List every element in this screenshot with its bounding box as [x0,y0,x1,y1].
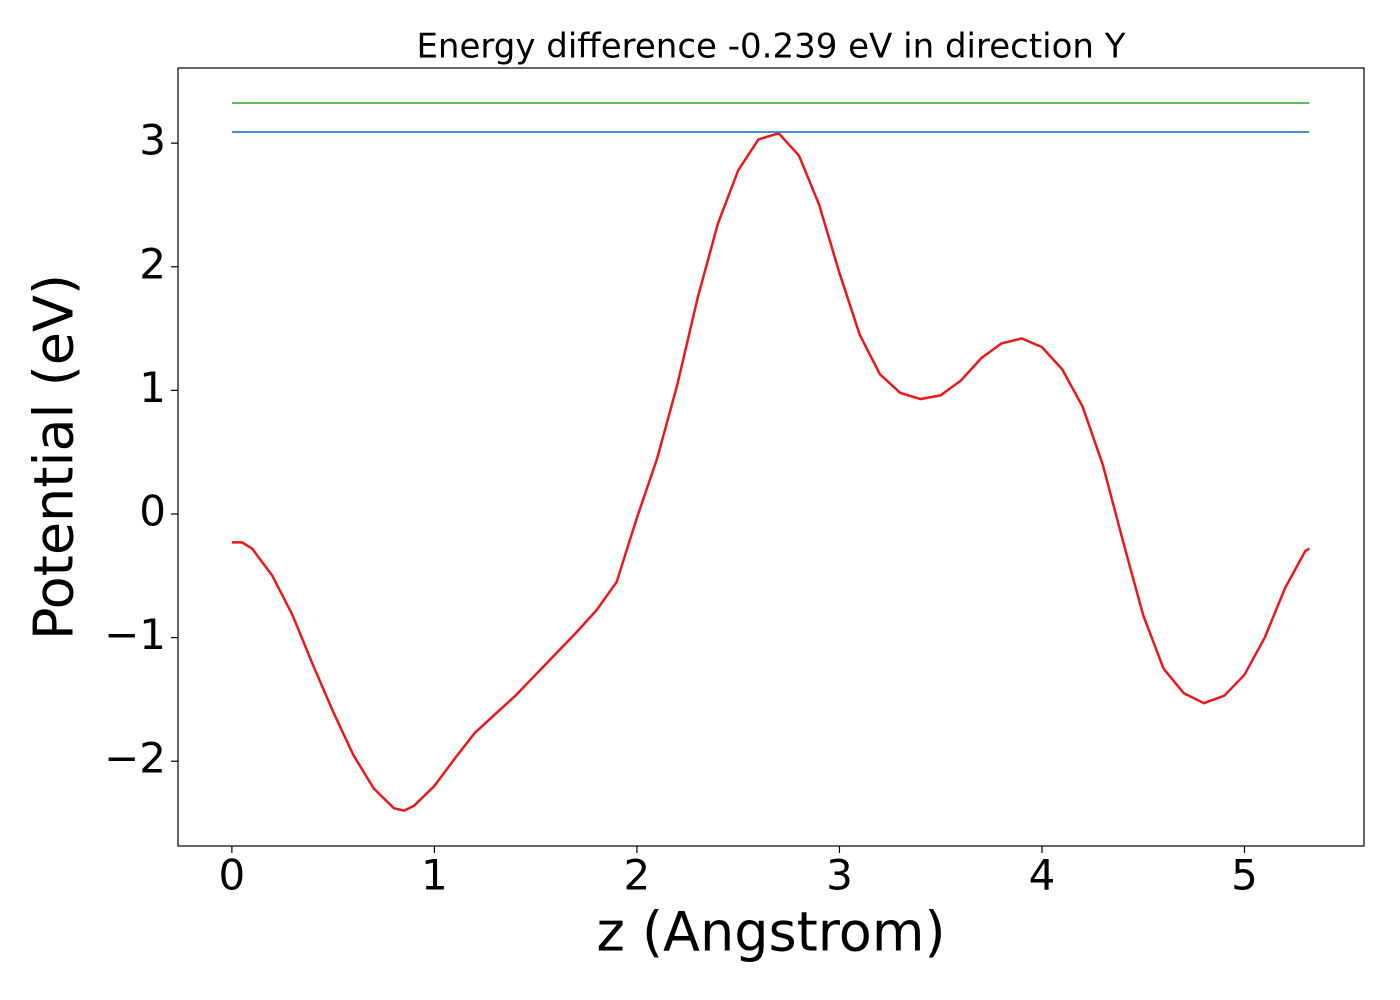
x-tick-label: 3 [826,851,853,900]
y-axis-label: Potential (eV) [23,274,86,640]
x-tick-label: 4 [1029,851,1056,900]
line-series [231,131,1310,812]
y-tick-label: 1 [139,363,166,412]
y-tick-label: 0 [139,486,166,535]
chart-title: Energy difference -0.239 eV in direction… [416,27,1125,67]
y-tick-label: −1 [104,610,166,659]
y-tick-label: −2 [104,734,166,783]
plot-frame [177,67,1365,847]
x-axis-label: z (Angstrom) [596,901,945,964]
x-tick-label: 0 [219,851,246,900]
y-tick-label: 2 [139,239,166,288]
y-tick-label: 3 [139,116,166,165]
x-tick-label: 1 [421,851,448,900]
x-tick-label: 5 [1231,851,1258,900]
x-tick-label: 2 [624,851,651,900]
